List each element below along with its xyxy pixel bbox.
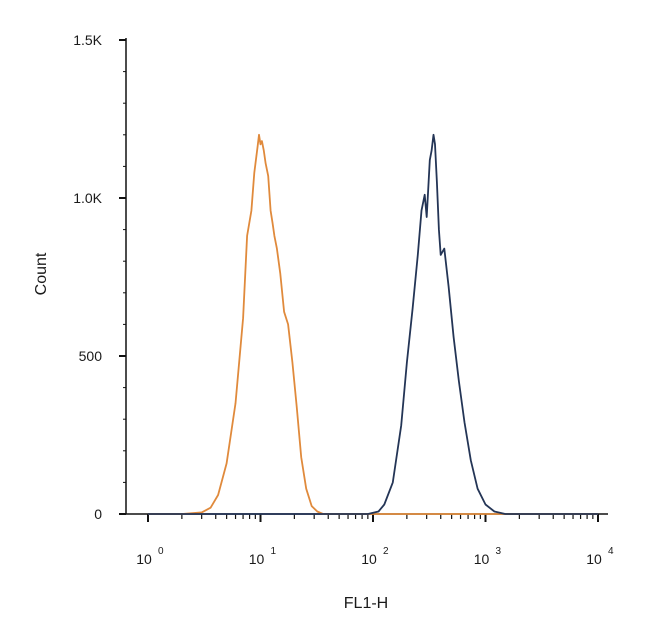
x-tick-label: 10 <box>361 551 377 567</box>
histogram-series-1 <box>148 133 598 515</box>
y-tick-label: 1.0K <box>73 190 102 206</box>
y-axis-title: Count <box>33 252 50 295</box>
labels: 0 500 1.0K 1.5K 10 0 10 1 10 2 10 3 10 4 <box>73 32 614 567</box>
x-tick-exponent: 2 <box>383 546 389 557</box>
y-tick-label: 500 <box>79 348 103 364</box>
x-tick-exponent: 0 <box>158 546 164 557</box>
x-tick-exponent: 4 <box>608 546 614 557</box>
y-tick-label: 1.5K <box>73 32 102 48</box>
axes <box>119 38 608 522</box>
y-tick-label: 0 <box>94 506 102 522</box>
x-tick-label: 10 <box>136 551 152 567</box>
x-tick-exponent: 3 <box>496 546 502 557</box>
x-tick-label: 10 <box>474 551 490 567</box>
histogram-series-2 <box>148 133 598 515</box>
series-layer <box>148 133 598 515</box>
x-tick-exponent: 1 <box>271 546 277 557</box>
x-tick-label: 10 <box>249 551 265 567</box>
x-tick-label: 10 <box>586 551 602 567</box>
x-axis-title: FL1-H <box>344 595 388 612</box>
